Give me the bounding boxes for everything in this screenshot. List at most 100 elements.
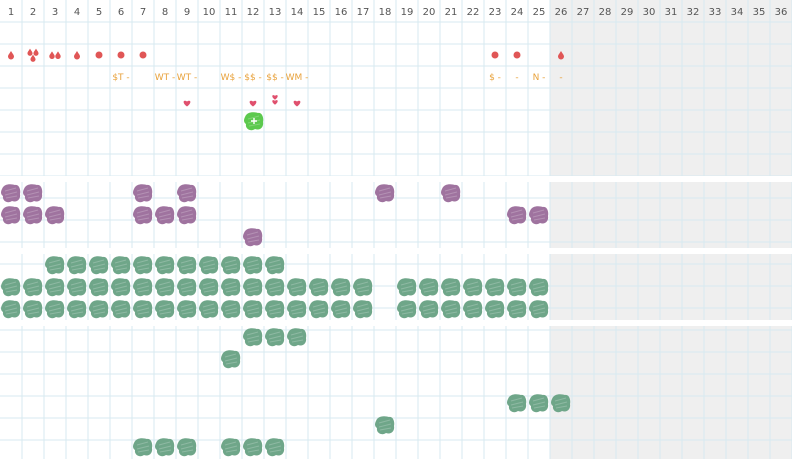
scribble-blob-icon	[243, 228, 263, 247]
scribble-blob-icon	[265, 278, 285, 297]
scribble-blob-icon	[529, 206, 549, 225]
scribble-blob-icon	[441, 300, 461, 319]
scribble-blob-icon	[507, 300, 527, 319]
scribble-blob-icon	[507, 394, 527, 413]
inactive-days-background	[550, 0, 792, 459]
day-number: 12	[247, 7, 260, 18]
scribble-blob-icon	[23, 278, 43, 297]
day-number: 13	[269, 7, 282, 18]
day-number: 33	[709, 7, 722, 18]
scribble-blob-icon	[529, 278, 549, 297]
scribble-blob-icon	[419, 300, 439, 319]
day-number: 31	[665, 7, 678, 18]
scribble-blob-icon	[89, 256, 109, 275]
scribble-blob-icon	[89, 300, 109, 319]
scribble-blob-icon	[155, 300, 175, 319]
scribble-blob-icon	[463, 300, 483, 319]
scribble-blob-icon	[309, 278, 329, 297]
day-label: $$ -	[266, 73, 284, 83]
scribble-blob-icon	[45, 278, 65, 297]
day-number: 10	[203, 7, 216, 18]
double-heart-icon	[272, 95, 278, 100]
day-number: 8	[162, 7, 168, 18]
scribble-blob-icon	[331, 278, 351, 297]
day-number: 32	[687, 7, 700, 18]
scribble-blob-icon	[419, 278, 439, 297]
inactive-days-area	[550, 0, 792, 459]
day-number: 22	[467, 7, 480, 18]
scribble-blob-icon	[23, 184, 43, 203]
scribble-blob-icon	[155, 206, 175, 225]
scribble-blob-icon	[177, 278, 197, 297]
scribble-blob-icon	[45, 300, 65, 319]
scribble-blob-icon	[507, 206, 527, 225]
scribble-blob-icon	[177, 256, 197, 275]
section-separators	[0, 176, 792, 326]
raindrop-icon	[74, 51, 80, 60]
scribble-blob-icon	[133, 206, 153, 225]
day-number: 3	[52, 7, 58, 18]
scribble-blob-icon	[133, 300, 153, 319]
day-number: 15	[313, 7, 326, 18]
day-number: 29	[621, 7, 634, 18]
day-number: 7	[140, 7, 146, 18]
scribble-blob-icon	[155, 278, 175, 297]
scribble-blob-icon	[287, 328, 307, 347]
scribble-blob-icon	[529, 394, 549, 413]
scribble-blob-icon	[265, 300, 285, 319]
scribble-blob-icon	[287, 300, 307, 319]
day-number-header: 1 2 3 4 5 6 7 8 9 10 11 12 13 14 15 16 17 18 19 20 21 22 23 24 2…	[8, 7, 788, 18]
red-dot-icon	[491, 51, 499, 59]
day-number: 26	[555, 7, 568, 18]
day-number: 30	[643, 7, 656, 18]
scribble-blob-icon	[243, 438, 263, 457]
day-number: 21	[445, 7, 458, 18]
day-number: 11	[225, 7, 238, 18]
scribble-blob-icon	[133, 184, 153, 203]
day-label: WM -	[286, 73, 309, 83]
scribble-blob-icon	[67, 278, 87, 297]
heart-icon	[183, 100, 191, 107]
scribble-blob-icon	[199, 256, 219, 275]
day-number: 4	[74, 7, 80, 18]
scribble-blob-icon	[177, 438, 197, 457]
double-raindrop-icon	[27, 48, 33, 56]
scribble-blob-icon	[23, 206, 43, 225]
day-label: $$ -	[244, 73, 262, 83]
scribble-blob-icon	[221, 300, 241, 319]
scribble-blob-icon	[353, 300, 373, 319]
day-number: 16	[335, 7, 348, 18]
scribble-blob-icon	[331, 300, 351, 319]
red-dot-icon	[117, 51, 125, 59]
scribble-blob-icon	[221, 256, 241, 275]
day-number: 2	[30, 7, 36, 18]
raindrop-icon	[8, 51, 14, 60]
raindrop-icon	[558, 51, 564, 60]
green-star-blob-icon	[244, 112, 264, 131]
day-label: -	[559, 73, 562, 83]
section-separator	[0, 320, 792, 326]
day-number: 5	[96, 7, 102, 18]
day-number: 18	[379, 7, 392, 18]
raindrop-icon	[55, 51, 61, 60]
day-number: 6	[118, 7, 124, 18]
scribble-blob-icon	[1, 278, 21, 297]
scribble-blob-icon	[155, 438, 175, 457]
scribble-blob-icon	[265, 256, 285, 275]
scribble-blob-icon	[507, 278, 527, 297]
scribble-blob-icon	[485, 300, 505, 319]
day-number: 20	[423, 7, 436, 18]
day-number: 34	[731, 7, 744, 18]
day-label: $ -	[489, 73, 501, 83]
scribble-blob-icon	[551, 394, 571, 413]
scribble-blob-icon	[441, 184, 461, 203]
day-label: -	[515, 73, 518, 83]
day-label: $T -	[112, 73, 129, 83]
day-number: 1	[8, 7, 14, 18]
day-number: 27	[577, 7, 590, 18]
day-number: 35	[753, 7, 766, 18]
scribble-blob-icon	[221, 438, 241, 457]
section-separator	[0, 176, 792, 182]
scribble-blob-icon	[67, 300, 87, 319]
